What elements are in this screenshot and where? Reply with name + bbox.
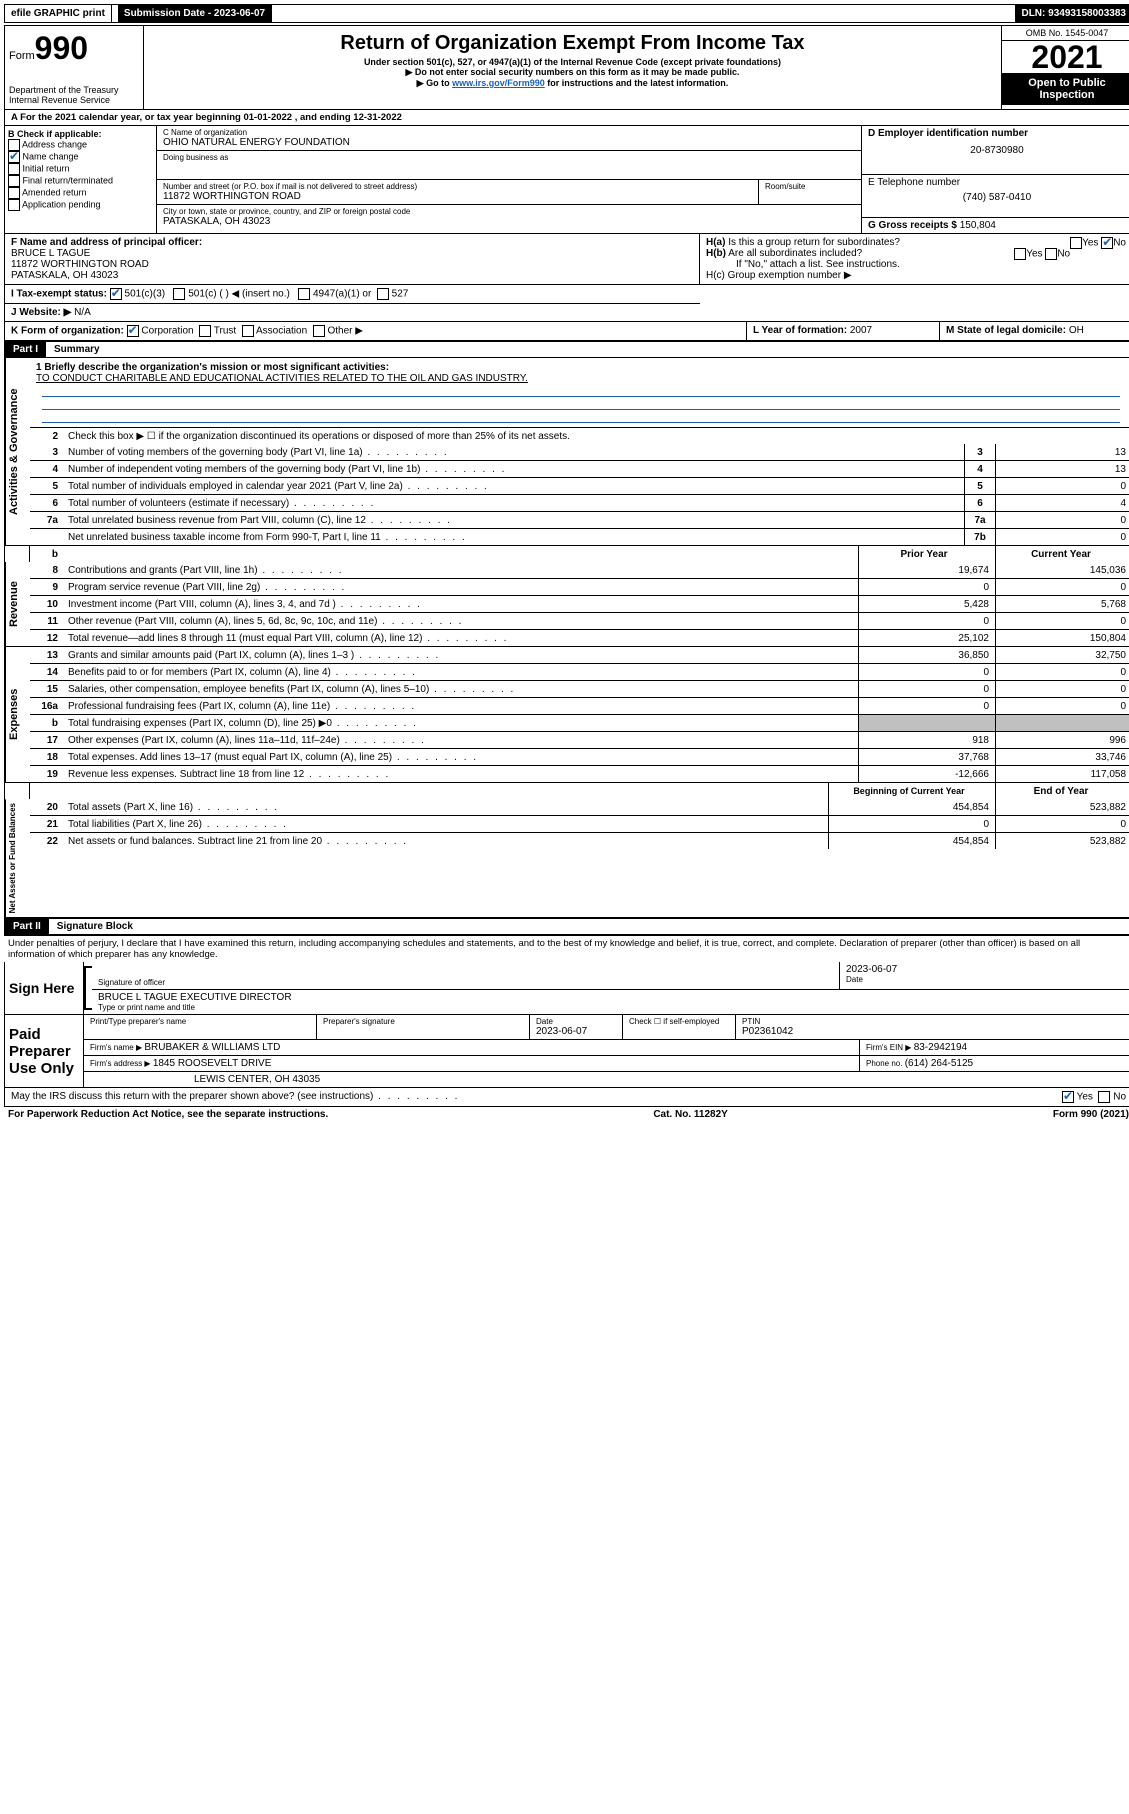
colb-checkbox[interactable] bbox=[8, 175, 20, 187]
tax-year: 2021 bbox=[1002, 41, 1129, 73]
current-year-header: Current Year bbox=[995, 546, 1129, 562]
top-bar: efile GRAPHIC print Submission Date - 20… bbox=[4, 4, 1129, 23]
dba-label: Doing business as bbox=[163, 153, 855, 162]
governance-section: Activities & Governance 1 Briefly descri… bbox=[5, 358, 1129, 546]
name-title-label: Type or print name and title bbox=[98, 1003, 1126, 1012]
net-assets-label: Net Assets or Fund Balances bbox=[5, 799, 30, 917]
paperwork-notice: For Paperwork Reduction Act Notice, see … bbox=[8, 1109, 328, 1120]
colb-checkbox[interactable] bbox=[8, 163, 20, 175]
dept-treasury: Department of the Treasury bbox=[9, 85, 139, 95]
col-d-ein: D Employer identification number 20-8730… bbox=[862, 126, 1129, 233]
org-name: OHIO NATURAL ENERGY FOUNDATION bbox=[163, 137, 855, 148]
section-bcd: B Check if applicable: Address change Na… bbox=[5, 126, 1129, 234]
form-container: Form990 Department of the Treasury Inter… bbox=[4, 25, 1129, 936]
officer-addr1: 11872 WORTHINGTON ROAD bbox=[11, 259, 693, 270]
discuss-row: May the IRS discuss this return with the… bbox=[4, 1088, 1129, 1107]
ein-label: D Employer identification number bbox=[868, 128, 1126, 139]
efile-label[interactable]: efile GRAPHIC print bbox=[5, 5, 112, 22]
part-1-header: Part I Summary bbox=[5, 341, 1129, 358]
discuss-yes[interactable] bbox=[1062, 1091, 1074, 1103]
paid-preparer-block: Paid Preparer Use Only Print/Type prepar… bbox=[4, 1015, 1129, 1088]
phone-value: (740) 587-0410 bbox=[868, 192, 1126, 203]
subtitle-3: ▶ Go to www.irs.gov/Form990 for instruct… bbox=[148, 78, 997, 89]
colb-checkbox[interactable] bbox=[8, 187, 20, 199]
cat-no: Cat. No. 11282Y bbox=[653, 1109, 727, 1120]
perjury-statement: Under penalties of perjury, I declare th… bbox=[4, 936, 1129, 962]
row-a-tax-year: A For the 2021 calendar year, or tax yea… bbox=[5, 110, 1129, 126]
col-c-org: C Name of organization OHIO NATURAL ENER… bbox=[157, 126, 862, 233]
officer-name-title: BRUCE L TAGUE EXECUTIVE DIRECTOR bbox=[98, 992, 1126, 1003]
form-990-footer: Form 990 (2021) bbox=[1053, 1109, 1129, 1120]
org-city: PATASKALA, OH 43023 bbox=[163, 216, 855, 227]
addr-label: Number and street (or P.O. box if mail i… bbox=[163, 182, 752, 191]
row-j: J Website: ▶ N/A bbox=[5, 304, 1129, 322]
org-name-label: C Name of organization bbox=[163, 128, 855, 137]
officer-name: BRUCE L TAGUE bbox=[11, 248, 693, 259]
end-year-header: End of Year bbox=[995, 783, 1129, 799]
footer: For Paperwork Reduction Act Notice, see … bbox=[4, 1107, 1129, 1122]
prior-year-header: Prior Year bbox=[858, 546, 995, 562]
sig-date-label: Date bbox=[846, 975, 1126, 984]
sig-date: 2023-06-07 bbox=[846, 964, 1126, 975]
form-header: Form990 Department of the Treasury Inter… bbox=[5, 26, 1129, 110]
irs-label: Internal Revenue Service bbox=[9, 95, 139, 105]
paid-preparer-label: Paid Preparer Use Only bbox=[5, 1015, 83, 1087]
row-i-j: I Tax-exempt status: 501(c)(3) 501(c) ( … bbox=[5, 285, 1129, 304]
expenses-label: Expenses bbox=[5, 647, 30, 782]
firm-name: BRUBAKER & WILLIAMS LTD bbox=[144, 1042, 280, 1053]
form-title: Return of Organization Exempt From Incom… bbox=[148, 32, 997, 55]
revenue-label: Revenue bbox=[5, 562, 30, 646]
net-assets-section: Net Assets or Fund Balances 20Total asse… bbox=[5, 799, 1129, 918]
part-2-header: Part II Signature Block bbox=[5, 918, 1129, 935]
501c3-checkbox[interactable] bbox=[110, 288, 122, 300]
city-label: City or town, state or province, country… bbox=[163, 207, 855, 216]
officer-addr2: PATASKALA, OH 43023 bbox=[11, 270, 693, 281]
h-b: H(b) Are all subordinates included? Yes … bbox=[706, 248, 1126, 259]
org-address: 11872 WORTHINGTON ROAD bbox=[163, 191, 752, 202]
irs-link[interactable]: www.irs.gov/Form990 bbox=[452, 78, 545, 88]
h-a: H(a) Is this a group return for subordin… bbox=[706, 237, 1126, 248]
phone-label: E Telephone number bbox=[868, 177, 1126, 188]
sig-officer-label: Signature of officer bbox=[98, 978, 833, 987]
discuss-no[interactable] bbox=[1098, 1091, 1110, 1103]
subtitle-1: Under section 501(c), 527, or 4947(a)(1)… bbox=[148, 57, 997, 67]
room-label: Room/suite bbox=[765, 182, 855, 191]
beginning-year-header: Beginning of Current Year bbox=[828, 783, 995, 799]
submission-date[interactable]: Submission Date - 2023-06-07 bbox=[118, 5, 272, 22]
expenses-section: Expenses 13Grants and similar amounts pa… bbox=[5, 647, 1129, 783]
open-to-public: Open to PublicInspection bbox=[1002, 73, 1129, 105]
h-b-note: If "No," attach a list. See instructions… bbox=[706, 259, 1126, 270]
revenue-section: Revenue 8Contributions and grants (Part … bbox=[5, 562, 1129, 647]
gross-label: G Gross receipts $ bbox=[868, 220, 960, 231]
row-fh: F Name and address of principal officer:… bbox=[5, 234, 1129, 285]
sign-here-block: Sign Here Signature of officer 2023-06-0… bbox=[4, 962, 1129, 1015]
ein-value: 20-8730980 bbox=[868, 145, 1126, 156]
line-2: Check this box ▶ ☐ if the organization d… bbox=[64, 430, 1129, 443]
mission-q: 1 Briefly describe the organization's mi… bbox=[36, 362, 1126, 373]
h-c: H(c) Group exemption number ▶ bbox=[706, 270, 1126, 281]
gross-value: 150,804 bbox=[960, 220, 996, 231]
subtitle-2: ▶ Do not enter social security numbers o… bbox=[148, 67, 997, 78]
form-number: Form990 bbox=[9, 30, 139, 67]
governance-label: Activities & Governance bbox=[5, 358, 30, 545]
sign-here-label: Sign Here bbox=[5, 962, 83, 1014]
colb-checkbox[interactable] bbox=[8, 199, 20, 211]
row-klm: K Form of organization: Corporation Trus… bbox=[5, 322, 1129, 341]
colb-checkbox[interactable] bbox=[8, 151, 20, 163]
col-b-checkboxes: B Check if applicable: Address change Na… bbox=[5, 126, 157, 233]
dln: DLN: 93493158003383 bbox=[1015, 5, 1129, 22]
officer-label: F Name and address of principal officer: bbox=[11, 237, 693, 248]
mission-text: TO CONDUCT CHARITABLE AND EDUCATIONAL AC… bbox=[36, 373, 1126, 384]
